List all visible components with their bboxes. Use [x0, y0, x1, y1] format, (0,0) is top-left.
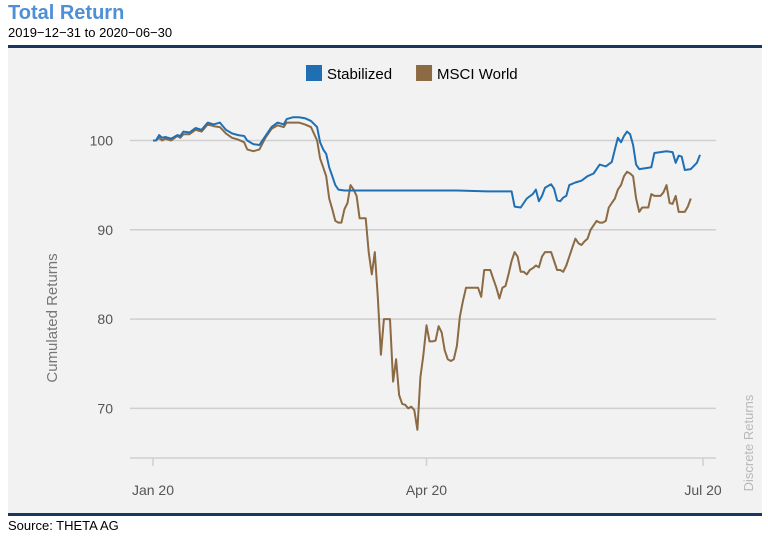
source-note: Source: THETA AG	[8, 518, 119, 533]
x-tick-label: Jan 20	[132, 482, 174, 498]
y-axis-label: Cumulated Returns	[44, 253, 61, 382]
y-tick-label: 70	[97, 400, 113, 416]
x-tick-label: Apr 20	[406, 482, 447, 498]
y-tick-label: 90	[97, 222, 113, 238]
date-range-subtitle: 2019−12−31 to 2020−06−30	[8, 25, 173, 40]
x-axis: Jan 20 Apr 20 Jul 20	[130, 457, 722, 498]
series-line-msci-world	[153, 121, 692, 431]
top-divider	[8, 45, 762, 48]
legend-label-msci-world: MSCI World	[437, 66, 518, 83]
bottom-divider	[8, 513, 762, 516]
discrete-returns-watermark: Discrete Returns	[741, 394, 756, 491]
legend-swatch-msci-world	[416, 65, 433, 81]
grid-lines	[130, 139, 716, 410]
line-chart: Jan 20 Apr 20 Jul 20 70 80 90 100 Stabilized M…	[44, 65, 756, 498]
x-tick-label: Jul 20	[684, 482, 722, 498]
chart-title: Total Return	[8, 2, 125, 24]
y-tick-label: 100	[90, 133, 114, 149]
y-tick-label: 80	[97, 311, 113, 327]
series-line-stabilized	[153, 116, 701, 209]
legend-label-stabilized: Stabilized	[327, 66, 392, 83]
legend: Stabilized MSCI World	[306, 65, 518, 83]
series-lines	[153, 116, 701, 431]
chart-panel: Jan 20 Apr 20 Jul 20 70 80 90 100 Stabilized M…	[8, 48, 762, 513]
y-axis: 70 80 90 100	[90, 133, 114, 417]
legend-swatch-stabilized	[306, 65, 322, 81]
